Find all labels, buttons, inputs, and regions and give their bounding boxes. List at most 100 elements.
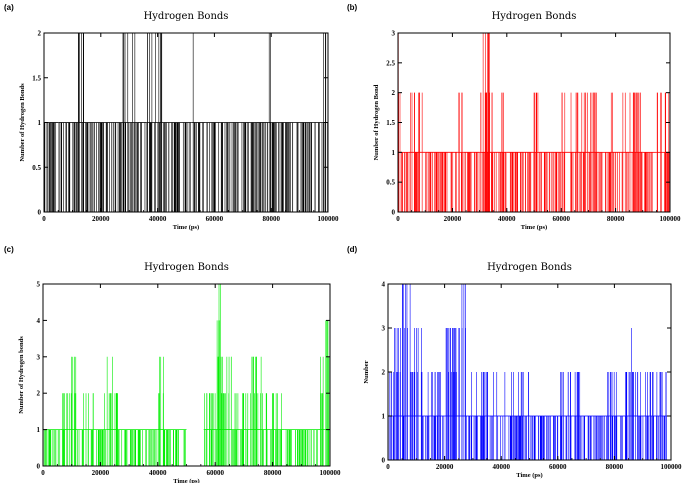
series-trace [388, 284, 671, 460]
x-tick-label: 100000 [660, 215, 682, 223]
y-axis-label: Number of Hydrogen Bond [373, 84, 380, 160]
segment-2 [408, 92, 426, 212]
y-tick-label: 2 [38, 30, 42, 38]
y-tick-label: 3 [382, 325, 386, 333]
y-tick-label: 2.5 [386, 59, 395, 67]
panel-label: (d) [347, 245, 358, 254]
y-tick-label: 4 [37, 317, 41, 325]
series-trace [398, 33, 670, 212]
segment-9 [529, 415, 559, 460]
plot-area [388, 284, 671, 460]
segment-10 [533, 92, 540, 212]
segment-7 [482, 33, 491, 212]
x-tick-label: 20000 [92, 215, 110, 223]
x-tick-label: 100000 [320, 469, 342, 477]
segment-11 [194, 122, 204, 212]
segment-13 [599, 151, 611, 212]
x-axis-label: Time (ps) [521, 224, 547, 231]
segment-5 [86, 122, 121, 212]
segment-3 [66, 122, 79, 212]
plot-area [43, 284, 330, 466]
chart-title: Hydrogen Bonds [144, 11, 229, 22]
segment-1 [49, 122, 59, 212]
x-tick-label: 0 [386, 463, 390, 471]
segment-0 [43, 429, 61, 466]
segment-14 [228, 122, 257, 212]
y-tick-label: 3 [392, 30, 396, 38]
chart-panel-b: (b) Hydrogen Bonds 0 20000 40000 60000 80000 10… [343, 0, 685, 241]
segment-8 [489, 372, 530, 460]
segment-14 [609, 92, 643, 212]
segment-1 [60, 393, 69, 466]
x-tick-label: 40000 [498, 215, 516, 223]
y-tick-label: 1.5 [386, 119, 395, 127]
segment-13 [205, 122, 229, 212]
y-tick-label: 4 [382, 281, 386, 289]
y-tick-label: 1 [392, 149, 396, 157]
segment-6 [120, 33, 138, 212]
segment-15 [642, 151, 657, 212]
x-tick-label: 0 [41, 469, 45, 477]
segment-14 [249, 356, 262, 466]
x-tick-label: 40000 [149, 215, 167, 223]
x-tick-label: 40000 [492, 463, 510, 471]
segment-11 [218, 284, 221, 466]
segment-5 [463, 151, 480, 212]
x-tick-label: 60000 [552, 215, 570, 223]
y-tick-label: 0 [38, 209, 42, 217]
x-tick-label: 0 [396, 215, 400, 223]
segment-1 [393, 328, 403, 460]
x-tick-label: 60000 [206, 215, 224, 223]
segment-12 [561, 92, 600, 212]
segment-6 [157, 356, 164, 466]
segment-7 [137, 122, 147, 212]
y-tick-label: 2 [37, 390, 41, 398]
x-tick-label: 20000 [436, 463, 454, 471]
segment-3 [425, 151, 458, 212]
segment-10 [557, 372, 581, 460]
segment-4 [421, 372, 445, 460]
segment-5 [444, 328, 462, 460]
chart-title: Hydrogen Bonds [487, 262, 572, 273]
segment-6 [461, 284, 468, 460]
y-tick-label: 0 [382, 457, 386, 465]
y-axis-label: Number [363, 360, 370, 383]
segment-2 [58, 122, 67, 212]
x-tick-label: 80000 [264, 469, 282, 477]
segment-16 [284, 429, 319, 466]
chart-panel-a: (a) Hydrogen Bonds 0 20000 40000 60000 80000 10… [0, 0, 342, 241]
x-tick-label: 60000 [206, 469, 224, 477]
series-trace [44, 33, 328, 212]
segment-17 [318, 356, 325, 466]
segment-12 [603, 372, 632, 460]
x-tick-label: 0 [42, 215, 46, 223]
segment-16 [268, 33, 272, 212]
y-tick-label: 0 [37, 463, 41, 471]
segment-7 [163, 429, 187, 466]
segment-9 [506, 151, 535, 212]
y-tick-label: 2 [382, 369, 386, 377]
y-tick-label: 1.5 [32, 74, 41, 82]
segment-9 [163, 122, 192, 212]
x-tick-label: 80000 [262, 215, 280, 223]
segment-12 [220, 356, 233, 466]
segment-13 [232, 393, 250, 466]
segment-5 [117, 429, 158, 466]
x-tick-label: 20000 [92, 469, 110, 477]
segment-2 [402, 284, 411, 460]
panel-label: (c) [4, 245, 14, 254]
segment-11 [539, 151, 562, 212]
segment-8 [146, 33, 164, 212]
x-tick-label: 80000 [606, 463, 624, 471]
segment-2 [68, 356, 78, 466]
series-trace [43, 284, 330, 466]
y-tick-label: 0.5 [32, 164, 41, 172]
panel-label: (b) [347, 3, 358, 12]
y-tick-label: 1 [37, 426, 41, 434]
segment-7 [467, 372, 490, 460]
segment-8 [490, 92, 507, 212]
